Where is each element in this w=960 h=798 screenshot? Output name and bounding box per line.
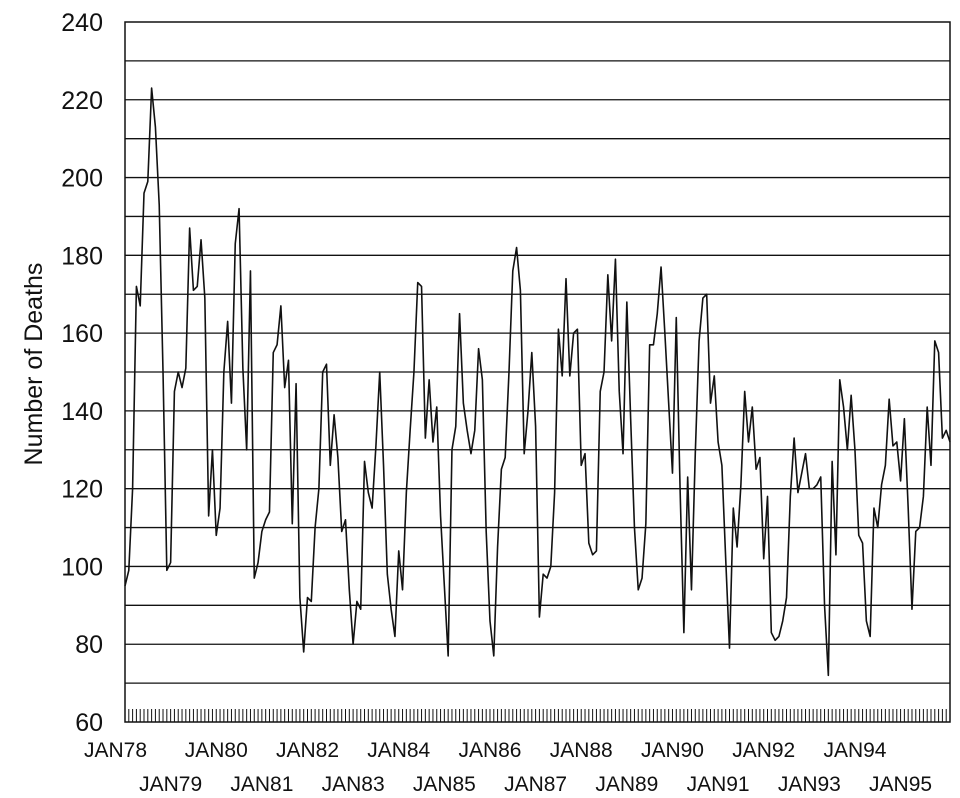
x-tick-label: JAN92 bbox=[732, 739, 795, 762]
x-tick-label: JAN89 bbox=[595, 773, 658, 796]
x-tick-label: JAN84 bbox=[367, 739, 430, 762]
y-tick-label: 80 bbox=[75, 631, 103, 659]
x-tick-label: JAN82 bbox=[276, 739, 339, 762]
x-tick-label: JAN88 bbox=[550, 739, 613, 762]
x-tick-label: JAN91 bbox=[687, 773, 750, 796]
y-tick-label: 140 bbox=[61, 398, 103, 426]
y-tick-label: 200 bbox=[61, 165, 103, 193]
x-tick-label: JAN95 bbox=[869, 773, 932, 796]
x-tick-label: JAN79 bbox=[139, 773, 202, 796]
y-tick-label: 180 bbox=[61, 242, 103, 270]
x-tick-label: JAN80 bbox=[185, 739, 248, 762]
y-axis-title: Number of Deaths bbox=[20, 263, 48, 466]
series-line bbox=[124, 87, 951, 677]
x-tick-label: JAN86 bbox=[458, 739, 521, 762]
plot-area-frame bbox=[124, 21, 951, 723]
x-tick-label: JAN78 bbox=[84, 739, 147, 762]
y-tick-label: 240 bbox=[61, 9, 103, 37]
x-tick-label: JAN81 bbox=[230, 773, 293, 796]
x-tick-label: JAN85 bbox=[413, 773, 476, 796]
x-tick-label: JAN90 bbox=[641, 739, 704, 762]
y-tick-label: 160 bbox=[61, 320, 103, 348]
x-tick-label: JAN93 bbox=[778, 773, 841, 796]
x-tick-label: JAN94 bbox=[823, 739, 886, 762]
y-tick-label: 220 bbox=[61, 87, 103, 115]
x-tick-label: JAN87 bbox=[504, 773, 567, 796]
x-tick-label: JAN83 bbox=[322, 773, 385, 796]
y-tick-label: 60 bbox=[75, 709, 103, 737]
y-tick-label: 120 bbox=[61, 476, 103, 504]
x-axis-ticks: JAN78 JAN79 JAN80 JAN81 JAN82 JAN83 JAN84 JAN85… bbox=[84, 709, 951, 796]
y-axis-ticks: 60 80 100 120 140 160 180 200 220 240 bbox=[61, 9, 103, 737]
y-tick-label: 100 bbox=[61, 553, 103, 581]
